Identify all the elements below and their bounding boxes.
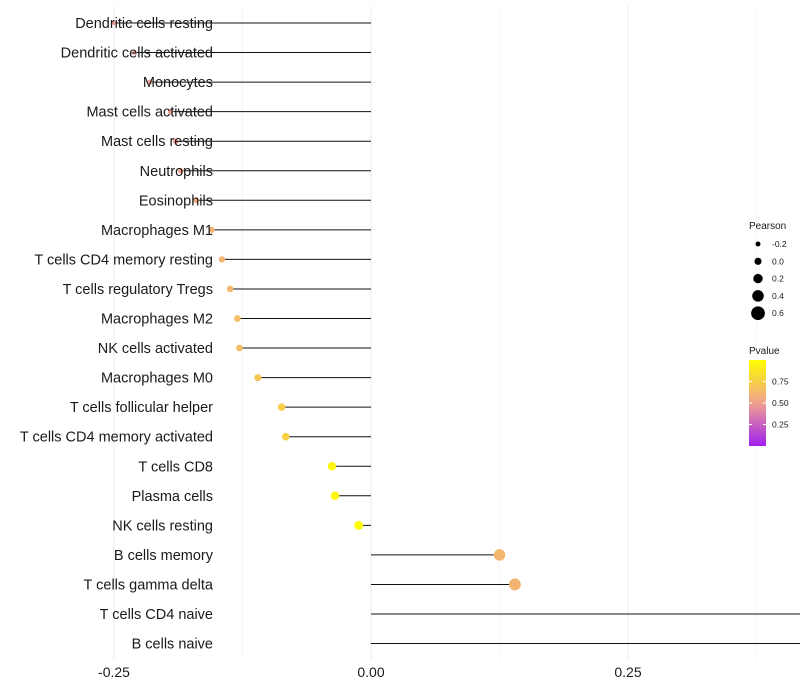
size-legend-label: 0.4 [772,291,784,301]
x-tick-label: 0.00 [357,664,384,680]
category-label: Eosinophils [139,193,213,209]
size-legend-label: -0.2 [772,239,787,249]
category-label: B cells memory [114,548,214,564]
size-legend-label: 0.6 [772,308,784,318]
size-legend-label: 0.0 [772,256,784,266]
category-label: T cells regulatory Tregs [63,282,213,298]
color-legend-bar [749,360,766,446]
category-label: Macrophages M1 [101,223,213,239]
gridlines [113,6,757,660]
category-label: Mast cells resting [101,134,213,150]
x-tick-label: 0.25 [614,664,641,680]
category-label: NK cells resting [112,518,213,534]
category-label: Neutrophils [140,164,213,180]
data-point [193,197,200,204]
data-point [327,462,337,471]
data-point [234,315,241,322]
data-point [147,79,153,85]
category-label: Plasma cells [132,489,213,505]
color-legend-label: 0.25 [772,420,789,430]
color-legend: Pvalue 0.75 0.50 0.25 [749,346,789,446]
data-point [236,344,243,352]
color-legend-label: 0.75 [772,377,789,387]
data-point [218,256,226,263]
category-label: T cells gamma delta [84,577,214,593]
x-tick-label: -0.25 [98,664,130,680]
data-point [277,403,286,411]
data-point [509,578,521,591]
points [111,20,521,591]
size-legend-key [754,257,762,265]
data-point [208,226,215,233]
data-point [354,520,364,530]
data-point [167,108,174,115]
size-legend-key [752,290,764,302]
size-legend: Pearson -0.2 0.0 0.2 0.4 0.6 [749,221,787,321]
size-legend-key [755,241,761,247]
category-label: B cells naive [132,637,213,653]
data-point [172,138,179,144]
x-axis-ticks: -0.250.000.250.50 [98,664,642,680]
color-legend-label: 0.50 [772,398,789,408]
data-point [330,491,340,501]
category-label: Dendritic cells activated [61,46,213,62]
category-label: Macrophages M2 [101,312,213,328]
color-legend-title: Pvalue [749,346,780,357]
category-labels: Dendritic cells resting Dendritic cells a… [20,16,214,653]
category-label: T cells CD8 [138,459,213,475]
data-point [281,432,290,441]
category-label: Mast cells activated [86,105,213,121]
category-label: T cells CD4 memory resting [34,252,213,268]
data-point [493,549,506,561]
data-point [254,374,262,382]
size-legend-key [753,273,763,284]
category-label: Dendritic cells resting [75,16,213,32]
data-point [178,167,184,174]
data-point [226,285,234,293]
size-legend-label: 0.2 [772,274,784,284]
category-label: T cells CD4 memory activated [20,430,213,446]
stems [114,22,800,645]
category-label: NK cells activated [98,341,213,357]
data-point [111,20,117,26]
category-label: T cells follicular helper [70,400,213,416]
size-legend-title: Pearson [749,221,786,232]
size-legend-key [751,306,765,321]
category-label: Monocytes [143,75,213,91]
category-label: T cells CD4 naive [100,607,213,623]
data-point [132,50,137,55]
category-label: Macrophages M0 [101,371,213,387]
